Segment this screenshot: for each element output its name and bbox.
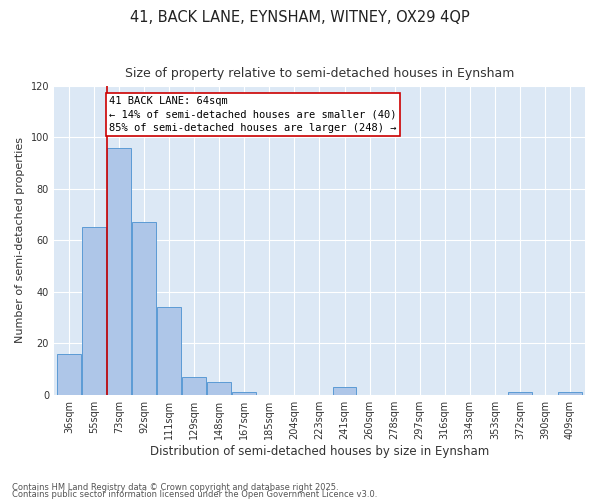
X-axis label: Distribution of semi-detached houses by size in Eynsham: Distribution of semi-detached houses by … xyxy=(150,444,489,458)
Bar xyxy=(82,228,106,394)
Bar xyxy=(332,387,356,394)
Text: Contains HM Land Registry data © Crown copyright and database right 2025.: Contains HM Land Registry data © Crown c… xyxy=(12,484,338,492)
Bar xyxy=(57,354,81,395)
Bar xyxy=(232,392,256,394)
Bar xyxy=(132,222,156,394)
Text: 41, BACK LANE, EYNSHAM, WITNEY, OX29 4QP: 41, BACK LANE, EYNSHAM, WITNEY, OX29 4QP xyxy=(130,10,470,25)
Bar xyxy=(107,148,131,394)
Bar xyxy=(508,392,532,394)
Text: 41 BACK LANE: 64sqm
← 14% of semi-detached houses are smaller (40)
85% of semi-d: 41 BACK LANE: 64sqm ← 14% of semi-detach… xyxy=(109,96,397,132)
Bar xyxy=(558,392,582,394)
Text: Contains public sector information licensed under the Open Government Licence v3: Contains public sector information licen… xyxy=(12,490,377,499)
Bar xyxy=(182,376,206,394)
Title: Size of property relative to semi-detached houses in Eynsham: Size of property relative to semi-detach… xyxy=(125,68,514,80)
Y-axis label: Number of semi-detached properties: Number of semi-detached properties xyxy=(15,138,25,344)
Bar xyxy=(208,382,231,394)
Bar xyxy=(157,307,181,394)
